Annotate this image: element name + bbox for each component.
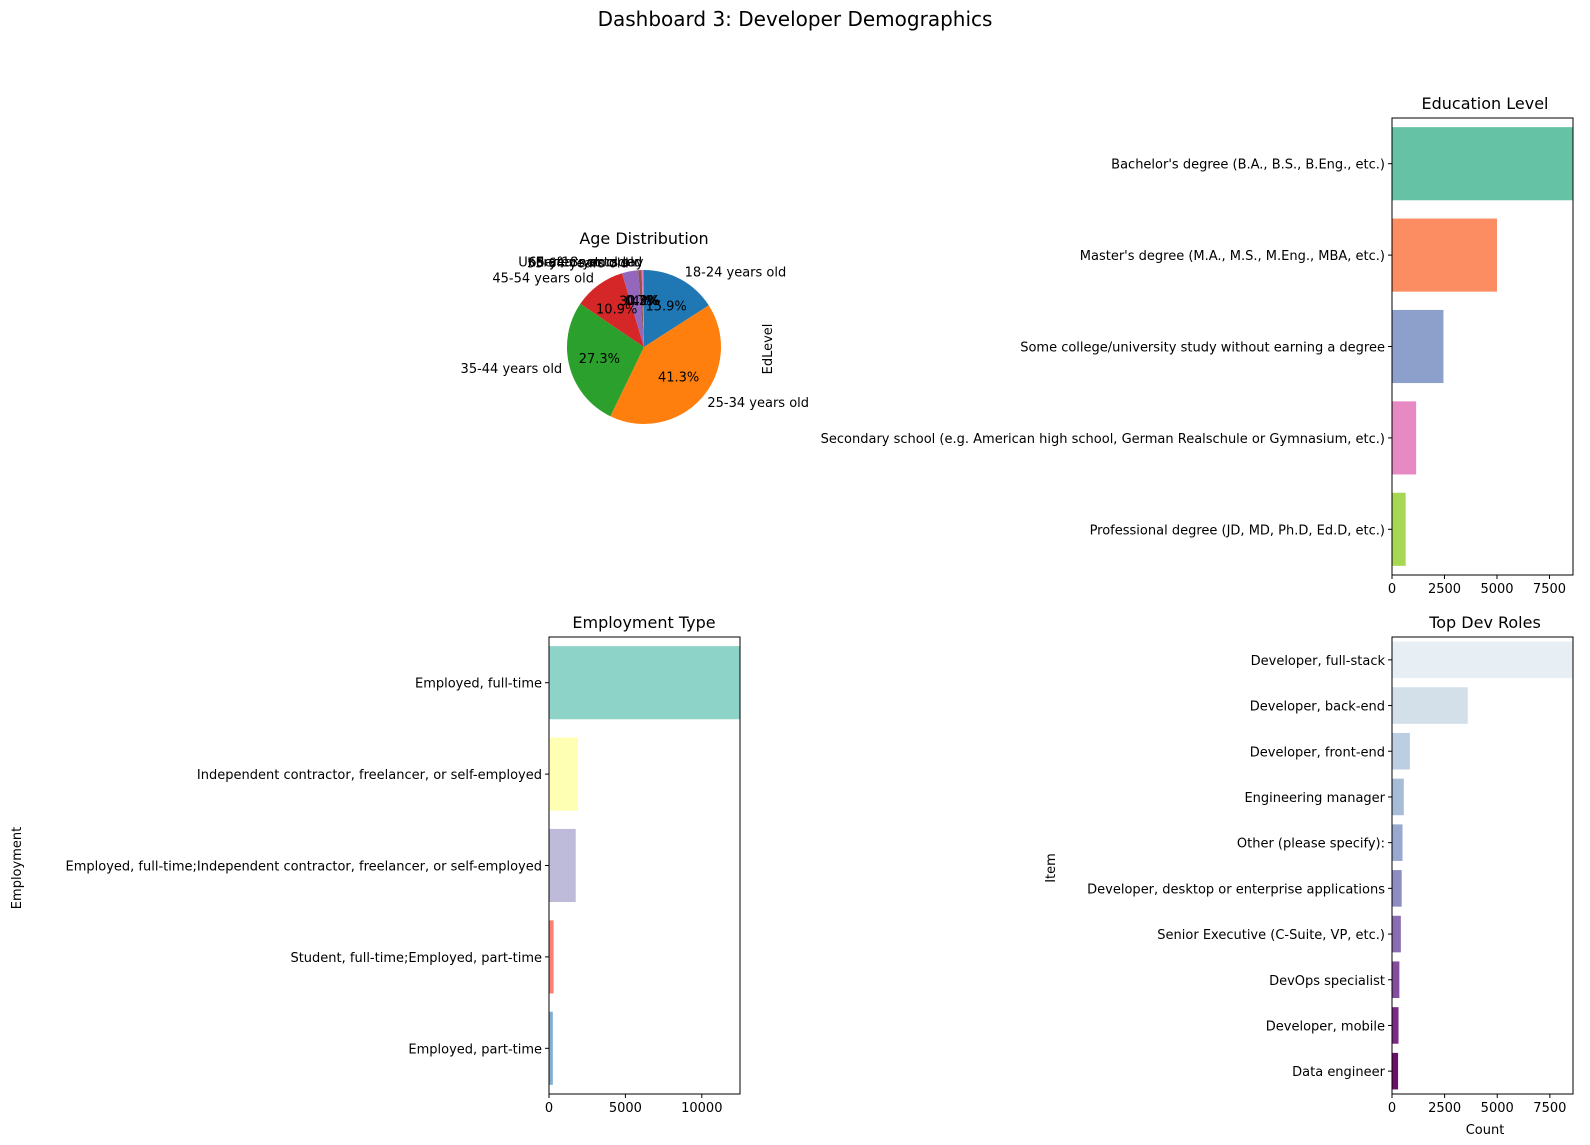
education-x-tick-label: 5000 bbox=[1480, 582, 1513, 597]
pie-slice bbox=[644, 270, 709, 347]
education-bar bbox=[1392, 127, 1573, 201]
pie-slice-label: Under 18 years old bbox=[518, 255, 642, 270]
pie-slice-label: 45-54 years old bbox=[492, 272, 594, 287]
roles-bar bbox=[1392, 824, 1403, 861]
education-bar bbox=[1392, 401, 1417, 475]
pie-slice-label: Prefer not to say bbox=[536, 255, 644, 270]
pie-slice-label: 55-64 years old bbox=[527, 257, 629, 272]
dashboard-title: Dashboard 3: Developer Demographics bbox=[598, 7, 993, 31]
roles-category-label: Developer, full-stack bbox=[1251, 654, 1386, 669]
pie-slice-label: 35-44 years old bbox=[461, 362, 563, 377]
roles-x-tick-label: 7500 bbox=[1533, 1101, 1566, 1116]
roles-category-label: Senior Executive (C-Suite, VP, etc.) bbox=[1157, 928, 1385, 943]
roles-y-axis-label: Item bbox=[1044, 853, 1059, 883]
education-category-label: Secondary school (e.g. American high sch… bbox=[821, 432, 1385, 447]
roles-bar bbox=[1392, 732, 1410, 770]
education-x-tick-label: 0 bbox=[1388, 582, 1396, 597]
pie-slice-percent: 0.3% bbox=[626, 294, 659, 309]
employment-bar bbox=[549, 646, 740, 720]
education-category-label: Master's degree (M.A., M.S., M.Eng., MBA… bbox=[1080, 249, 1385, 264]
pie-slice-percent: 27.3% bbox=[579, 352, 620, 367]
roles-category-label: Developer, front-end bbox=[1250, 745, 1385, 760]
pie-slice bbox=[580, 273, 644, 347]
pie-slice-label: 65 years or older bbox=[528, 255, 640, 270]
roles-category-label: Developer, back-end bbox=[1250, 700, 1385, 715]
roles-bar bbox=[1392, 1007, 1399, 1044]
roles-chart-title: Top Dev Roles bbox=[1428, 613, 1541, 632]
roles-bar bbox=[1392, 687, 1468, 724]
roles-category-label: Engineering manager bbox=[1244, 791, 1385, 806]
employment-category-label: Employed, full-time bbox=[415, 677, 542, 692]
education-level-chart-panel: Education Level EdLevel Bachelor's degre… bbox=[761, 94, 1574, 597]
pie-slice-percent: 10.9% bbox=[596, 303, 637, 318]
education-x-tick-label: 2500 bbox=[1428, 582, 1461, 597]
education-category-label: Professional degree (JD, MD, Ph.D, Ed.D,… bbox=[1090, 523, 1385, 538]
employment-x-tick-label: 0 bbox=[545, 1101, 553, 1116]
education-bar bbox=[1392, 309, 1444, 384]
employment-bar bbox=[549, 1011, 553, 1085]
roles-x-tick-label: 0 bbox=[1388, 1101, 1396, 1116]
employment-x-tick-label: 5000 bbox=[609, 1101, 642, 1116]
pie-slice-percent: 3.4% bbox=[619, 295, 652, 310]
employment-axes-frame bbox=[548, 636, 741, 1095]
education-bar bbox=[1392, 218, 1497, 292]
education-category-label: Bachelor's degree (B.A., B.S., B.Eng., e… bbox=[1111, 158, 1385, 173]
pie-slice bbox=[610, 305, 721, 424]
roles-category-label: Developer, desktop or enterprise applica… bbox=[1087, 882, 1385, 897]
employment-bar bbox=[549, 828, 576, 903]
roles-x-axis-label: Count bbox=[1466, 1123, 1505, 1138]
roles-category-label: Data engineer bbox=[1292, 1065, 1386, 1080]
education-x-tick-label: 7500 bbox=[1533, 582, 1566, 597]
age-pie-title: Age Distribution bbox=[579, 229, 708, 248]
employment-category-label: Employed, full-time;Independent contract… bbox=[66, 860, 542, 875]
roles-bar bbox=[1392, 778, 1404, 816]
employment-category-label: Student, full-time;Employed, part-time bbox=[290, 951, 542, 966]
pie-slice bbox=[643, 270, 644, 347]
pie-slice bbox=[641, 270, 644, 347]
employment-category-label: Employed, part-time bbox=[408, 1042, 542, 1057]
employment-bar bbox=[549, 920, 554, 994]
roles-bar bbox=[1392, 641, 1573, 679]
education-axes-frame bbox=[1391, 117, 1574, 576]
employment-bar bbox=[549, 737, 579, 811]
roles-x-tick-label: 5000 bbox=[1481, 1101, 1514, 1116]
roles-bar bbox=[1392, 1052, 1399, 1090]
employment-category-label: Independent contractor, freelancer, or s… bbox=[197, 768, 542, 783]
education-y-axis-label: EdLevel bbox=[761, 324, 776, 375]
roles-x-tick-label: 2500 bbox=[1428, 1101, 1461, 1116]
roles-category-label: Developer, mobile bbox=[1266, 1020, 1385, 1035]
pie-slice-percent: 0.7% bbox=[625, 294, 658, 309]
roles-bar bbox=[1392, 915, 1401, 953]
roles-category-label: DevOps specialist bbox=[1269, 974, 1385, 989]
education-bar bbox=[1392, 492, 1406, 566]
education-category-label: Some college/university study without ea… bbox=[1020, 341, 1385, 356]
roles-axes-frame bbox=[1391, 636, 1574, 1095]
employment-chart-title: Employment Type bbox=[572, 613, 715, 632]
roles-bar bbox=[1392, 961, 1400, 999]
pie-slice-label: 25-34 years old bbox=[707, 396, 809, 411]
employment-x-tick-label: 10000 bbox=[681, 1101, 722, 1116]
top-dev-roles-chart-panel: Top Dev Roles Item Count Developer, full… bbox=[1044, 613, 1574, 1138]
age-distribution-pie-panel: Age Distribution 18-24 years old 15.9% 25-… bbox=[461, 229, 809, 424]
roles-category-label: Other (please specify): bbox=[1237, 837, 1385, 852]
pie-slice-percent: 0.2% bbox=[627, 294, 660, 309]
employment-type-chart-panel: Employment Type Employment Employed, ful… bbox=[10, 613, 741, 1116]
pie-slice-percent: 15.9% bbox=[645, 299, 686, 314]
pie-slice bbox=[622, 270, 644, 347]
pie-slice-percent: 41.3% bbox=[658, 371, 699, 386]
pie-slice-label: 18-24 years old bbox=[685, 266, 787, 281]
employment-y-axis-label: Employment bbox=[10, 827, 25, 909]
pie-slice bbox=[566, 303, 644, 417]
roles-bar bbox=[1392, 870, 1402, 907]
pie-slice bbox=[638, 270, 644, 347]
education-chart-title: Education Level bbox=[1422, 94, 1549, 113]
